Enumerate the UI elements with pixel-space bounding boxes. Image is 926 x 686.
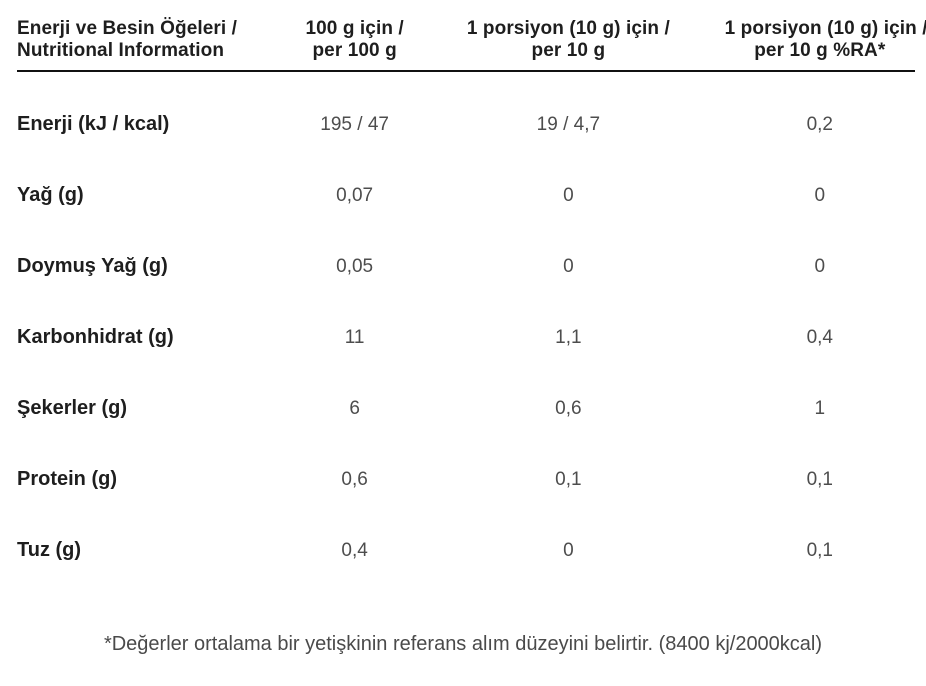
nutrient-label: Yağ (g) xyxy=(17,184,84,206)
header-per-100g-line2: per 100 g xyxy=(312,40,397,61)
nutrient-label: Protein (g) xyxy=(17,468,117,490)
per-100g-value: 195 / 47 xyxy=(320,113,389,135)
header-ra-percent-line1: 1 porsiyon (10 g) için / xyxy=(724,18,926,39)
per-100g-value: 0,4 xyxy=(341,539,368,561)
ra-percent-value: 0,1 xyxy=(806,539,833,561)
nutrient-label: Karbonhidrat (g) xyxy=(17,326,174,348)
ra-percent-value: 0 xyxy=(814,184,826,206)
table-row: Tuz (g) 0,4 0 0,1 xyxy=(17,515,915,586)
per-10g-value: 0,6 xyxy=(555,397,582,419)
header-per-10g-line2: per 10 g xyxy=(531,40,606,61)
ra-percent-value: 0 xyxy=(814,255,826,277)
ra-percent-value: 0,2 xyxy=(806,113,833,135)
per-100g-value: 6 xyxy=(349,397,360,419)
nutrient-label: Enerji (kJ / kcal) xyxy=(17,113,170,135)
per-10g-value: 0 xyxy=(563,255,574,277)
table-row: Şekerler (g) 6 0,6 1 xyxy=(17,373,915,444)
table-row: Yağ (g) 0,07 0 0 xyxy=(17,160,915,231)
ra-percent-value: 0,4 xyxy=(806,326,833,348)
header-per-10g-line1: 1 porsiyon (10 g) için / xyxy=(466,18,670,39)
header-per-100g-column: 100 g için / per 100 g xyxy=(297,18,412,62)
table-row: Doymuş Yağ (g) 0,05 0 0 xyxy=(17,231,915,302)
per-10g-value: 19 / 4,7 xyxy=(536,113,601,135)
per-10g-value: 0 xyxy=(563,184,574,206)
header-per-10g-column: 1 porsiyon (10 g) için / per 10 g xyxy=(412,18,725,62)
nutrient-label: Şekerler (g) xyxy=(17,397,128,419)
header-ra-percent-column: 1 porsiyon (10 g) için / per 10 g %RA* xyxy=(724,18,926,62)
per-100g-value: 0,05 xyxy=(336,255,374,277)
nutrition-table: Enerji ve Besin Öğeleri / Nutritional In… xyxy=(17,0,926,586)
nutrient-label: Tuz (g) xyxy=(17,539,82,561)
per-100g-value: 11 xyxy=(344,326,365,348)
ra-percent-value: 0,1 xyxy=(806,468,833,490)
reference-intake-footnote: *Değerler ortalama bir yetişkinin refera… xyxy=(103,633,823,655)
per-10g-value: 0 xyxy=(563,539,574,561)
per-10g-value: 1,1 xyxy=(555,326,582,348)
table-row: Karbonhidrat (g) 11 1,1 0,4 xyxy=(17,302,915,373)
header-per-100g-line1: 100 g için / xyxy=(305,18,404,39)
table-row: Protein (g) 0,6 0,1 0,1 xyxy=(17,444,915,515)
table-row: Enerji (kJ / kcal) 195 / 47 19 / 4,7 0,2 xyxy=(17,89,915,160)
per-100g-value: 0,07 xyxy=(336,184,374,206)
header-nutrients-column: Enerji ve Besin Öğeleri / Nutritional In… xyxy=(17,18,297,62)
header-nutrients-line1: Enerji ve Besin Öğeleri / xyxy=(17,18,238,39)
nutrient-label: Doymuş Yağ (g) xyxy=(17,255,168,277)
ra-percent-value: 1 xyxy=(814,397,826,419)
table-header-row: Enerji ve Besin Öğeleri / Nutritional In… xyxy=(17,0,926,72)
per-10g-value: 0,1 xyxy=(555,468,582,490)
header-nutrients-line2: Nutritional Information xyxy=(17,40,225,61)
header-ra-percent-line2: per 10 g %RA* xyxy=(754,40,886,61)
per-100g-value: 0,6 xyxy=(341,468,368,490)
table-body: Enerji (kJ / kcal) 195 / 47 19 / 4,7 0,2… xyxy=(17,72,915,586)
